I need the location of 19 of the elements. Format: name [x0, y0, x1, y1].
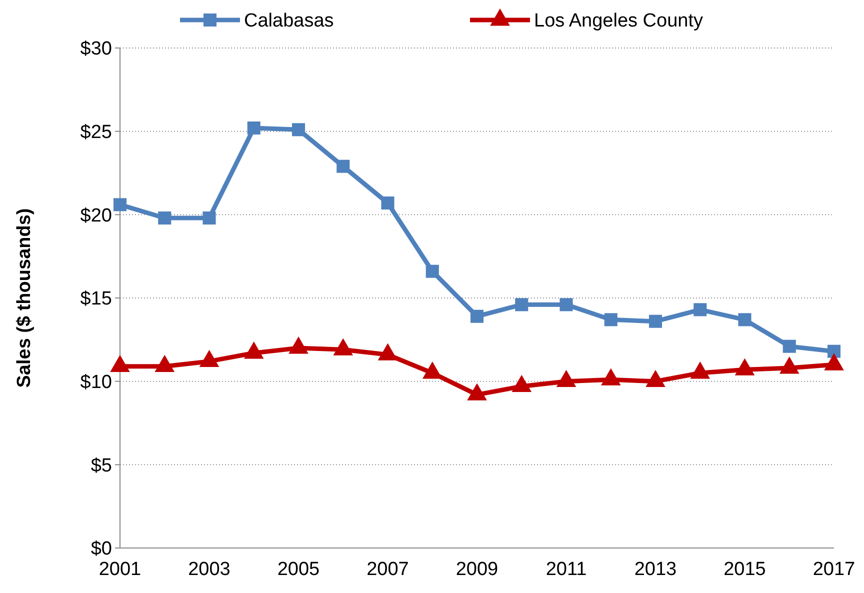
y-tick-label: $30: [80, 38, 112, 60]
x-tick-label: 2009: [456, 559, 498, 580]
y-tick-label: $15: [80, 288, 112, 310]
x-tick-label: 2017: [812, 559, 856, 580]
x-tick-label: 2001: [98, 559, 142, 580]
legend-label: Los Angeles County: [534, 10, 704, 32]
x-tick-label: 2007: [366, 559, 409, 580]
x-tick-label: 2005: [277, 559, 320, 580]
x-tick-label: 2011: [546, 559, 587, 580]
y-tick-label: $20: [80, 205, 112, 226]
y-tick-label: $5: [90, 455, 112, 476]
y-tick-label: $0: [90, 538, 112, 560]
x-tick-label: 2013: [634, 559, 677, 580]
y-axis-title: Sales ($ thousands): [14, 208, 35, 388]
y-tick-label: $25: [80, 122, 112, 143]
legend-label: Calabasas: [244, 10, 334, 32]
x-tick-label: 2003: [188, 559, 230, 580]
x-tick-label: 2015: [724, 559, 766, 580]
y-tick-label: $10: [80, 372, 112, 393]
